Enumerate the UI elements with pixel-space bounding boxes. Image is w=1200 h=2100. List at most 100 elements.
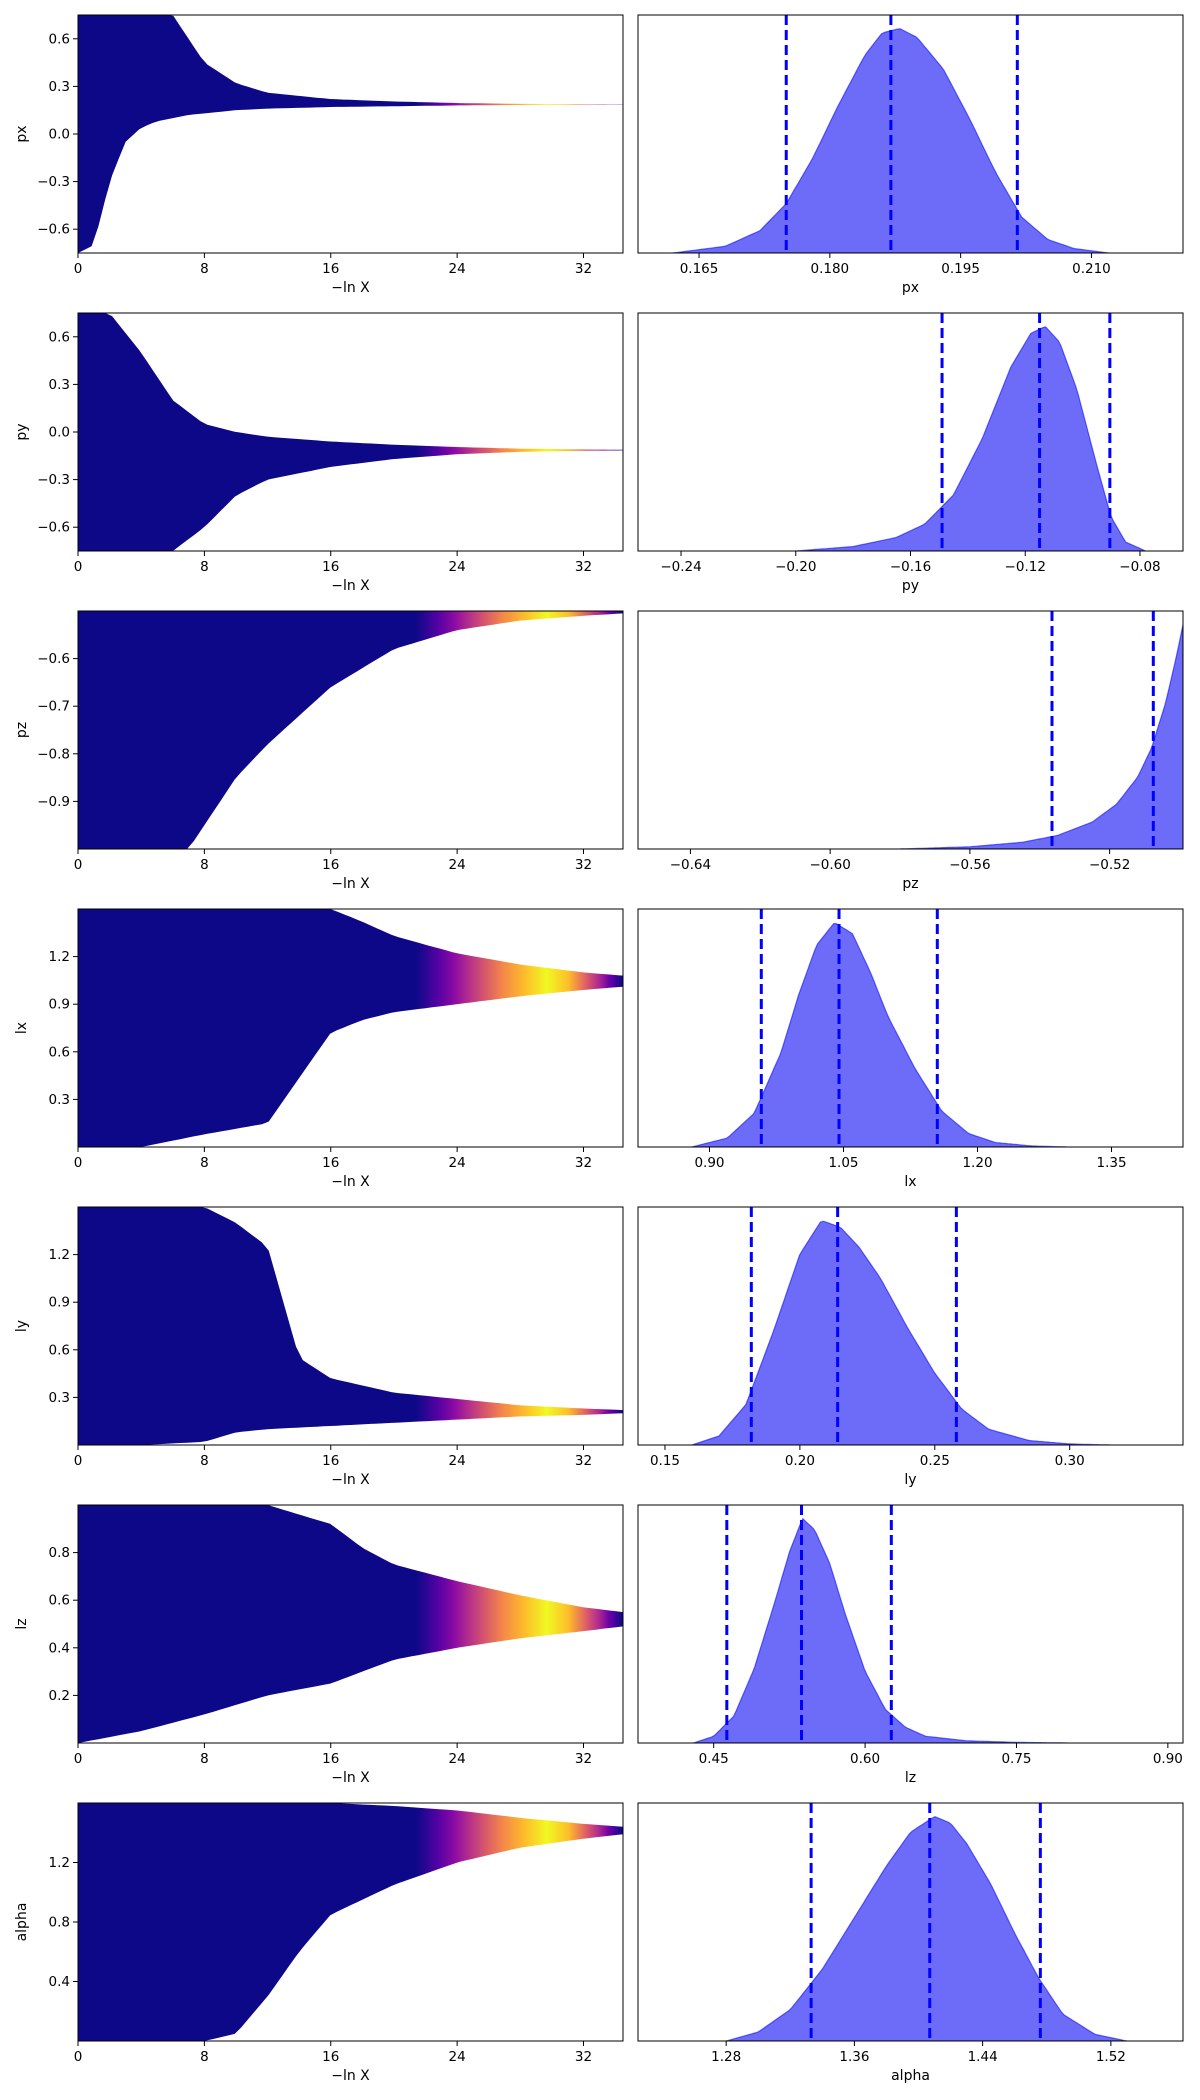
x-axis-label-py: −ln X <box>331 578 370 594</box>
y-tick-label-lz: 0.8 <box>49 1545 70 1561</box>
x-tick-label-ly: 0.25 <box>920 1453 950 1469</box>
posterior-panel-pz: −0.64 −0.60 −0.56 −0.52 pz <box>637 610 1184 892</box>
trace-panel-lx: 0.3 0.6 0.9 1.2 lx 0 8 16 24 32 −ln X <box>14 908 624 1190</box>
x-tick-label-ly: 0 <box>74 1453 83 1469</box>
x-tick-label-px: 0.195 <box>941 261 980 277</box>
posterior-panel-alpha: 1.28 1.36 1.44 1.52 alpha <box>637 1802 1184 2084</box>
x-tick-label-py: 24 <box>449 559 466 575</box>
x-tick-label-lx: 1.20 <box>962 1155 992 1171</box>
posterior-panel-py: −0.24 −0.20 −0.16 −0.12 −0.08 py <box>637 312 1184 594</box>
x-axis-label-lz: −ln X <box>331 1770 370 1786</box>
x-axis-label-px: px <box>902 280 919 296</box>
y-axis-label-pz: pz <box>14 722 30 738</box>
x-axis-label-ly: −ln X <box>331 1472 370 1488</box>
y-tick-label-pz: −0.9 <box>37 794 70 810</box>
x-tick-label-lz: 16 <box>322 1751 339 1767</box>
y-tick-label-ly: 0.9 <box>49 1295 70 1311</box>
x-tick-label-py: 32 <box>575 559 592 575</box>
sample-points-lx <box>78 909 623 1147</box>
x-tick-label-pz: −0.60 <box>809 857 850 873</box>
x-tick-label-py: 0 <box>74 559 83 575</box>
y-tick-label-ly: 1.2 <box>49 1247 70 1263</box>
x-tick-label-ly: 0.20 <box>785 1453 815 1469</box>
y-tick-label-alpha: 0.4 <box>49 1974 70 1990</box>
x-tick-label-pz: 8 <box>200 857 209 873</box>
x-tick-label-py: −0.08 <box>1119 559 1160 575</box>
x-tick-label-lx: 24 <box>449 1155 466 1171</box>
x-tick-label-px: 16 <box>322 261 339 277</box>
x-tick-label-px: 8 <box>200 261 209 277</box>
axes-frame-alpha <box>77 1802 624 2042</box>
x-tick-label-ly: 0.30 <box>1055 1453 1085 1469</box>
sample-points-alpha <box>78 1803 623 2041</box>
x-tick-label-px: 0 <box>74 261 83 277</box>
x-axis-label-lx: lx <box>904 1174 916 1190</box>
trace-panel-pz: −0.9 −0.8 −0.7 −0.6 pz 0 8 16 24 32 −ln X <box>14 610 624 892</box>
sample-points-lz <box>78 1505 623 1743</box>
x-tick-label-alpha: 16 <box>322 2049 339 2065</box>
x-tick-label-lx: 16 <box>322 1155 339 1171</box>
x-tick-label-alpha: 1.44 <box>968 2049 998 2065</box>
posterior-density-ly <box>691 1220 1111 1445</box>
x-tick-label-pz: −0.52 <box>1089 857 1130 873</box>
posterior-density-py <box>795 326 1146 551</box>
sample-points-ly <box>78 1207 623 1445</box>
y-tick-label-lz: 0.4 <box>49 1640 70 1656</box>
x-tick-label-py: 8 <box>200 559 209 575</box>
y-tick-label-lx: 1.2 <box>49 949 70 965</box>
x-axis-label-py: py <box>902 578 919 594</box>
y-tick-label-lx: 0.3 <box>49 1092 70 1108</box>
posterior-density-alpha <box>726 1816 1128 2041</box>
x-tick-label-lz: 0.60 <box>850 1751 880 1767</box>
x-tick-label-pz: 16 <box>322 857 339 873</box>
x-axis-label-alpha: −ln X <box>331 2068 370 2084</box>
x-axis-label-alpha: alpha <box>891 2068 930 2084</box>
axes-frame-px <box>637 14 1184 254</box>
sample-points-px <box>78 15 623 253</box>
y-tick-label-lz: 0.6 <box>49 1593 70 1609</box>
posterior-panel-px: 0.165 0.180 0.195 0.210 px <box>637 14 1184 296</box>
axes-frame-px <box>77 14 624 254</box>
y-axis-label-px: px <box>14 125 30 142</box>
x-axis-label-lz: lz <box>905 1770 916 1786</box>
x-tick-label-alpha: 32 <box>575 2049 592 2065</box>
x-tick-label-alpha: 0 <box>74 2049 83 2065</box>
axes-frame-py <box>637 312 1184 552</box>
trace-panel-ly: 0.3 0.6 0.9 1.2 ly 0 8 16 24 32 −ln X <box>14 1206 624 1488</box>
x-tick-label-px: 0.165 <box>680 261 719 277</box>
y-tick-label-py: 0.0 <box>49 425 70 441</box>
x-tick-label-ly: 0.15 <box>650 1453 680 1469</box>
y-tick-label-alpha: 1.2 <box>49 1855 70 1871</box>
x-tick-label-lx: 32 <box>575 1155 592 1171</box>
y-tick-label-px: 0.3 <box>49 79 70 95</box>
axes-frame-alpha <box>637 1802 1184 2042</box>
x-tick-label-alpha: 1.28 <box>711 2049 741 2065</box>
x-tick-label-lz: 0 <box>74 1751 83 1767</box>
trace-panel-px: −0.6 −0.3 0.0 0.3 0.6 px 0 8 16 24 32 −ln X <box>14 14 624 296</box>
y-tick-label-lz: 0.2 <box>49 1688 70 1704</box>
x-tick-label-lx: 0 <box>74 1155 83 1171</box>
x-tick-label-pz: 32 <box>575 857 592 873</box>
y-axis-label-py: py <box>14 423 30 440</box>
x-axis-label-ly: ly <box>904 1472 916 1488</box>
y-tick-label-py: 0.6 <box>49 329 70 345</box>
y-tick-label-pz: −0.7 <box>37 699 70 715</box>
y-tick-label-py: −0.3 <box>37 472 70 488</box>
x-tick-label-py: 16 <box>322 559 339 575</box>
x-tick-label-ly: 8 <box>200 1453 209 1469</box>
x-tick-label-lz: 0.45 <box>699 1751 729 1767</box>
x-tick-label-lz: 0.75 <box>1001 1751 1031 1767</box>
x-tick-label-pz: 0 <box>74 857 83 873</box>
y-tick-label-alpha: 0.8 <box>49 1915 70 1931</box>
y-tick-label-px: 0.0 <box>49 127 70 143</box>
x-tick-label-px: 24 <box>449 261 466 277</box>
axes-frame-ly <box>637 1206 1184 1446</box>
y-tick-label-px: −0.6 <box>37 222 70 238</box>
x-tick-label-py: −0.12 <box>1005 559 1046 575</box>
axes-frame-py <box>77 312 624 552</box>
y-tick-label-lx: 0.9 <box>49 997 70 1013</box>
x-tick-label-pz: −0.64 <box>670 857 711 873</box>
x-axis-label-px: −ln X <box>331 280 370 296</box>
y-tick-label-pz: −0.8 <box>37 746 70 762</box>
